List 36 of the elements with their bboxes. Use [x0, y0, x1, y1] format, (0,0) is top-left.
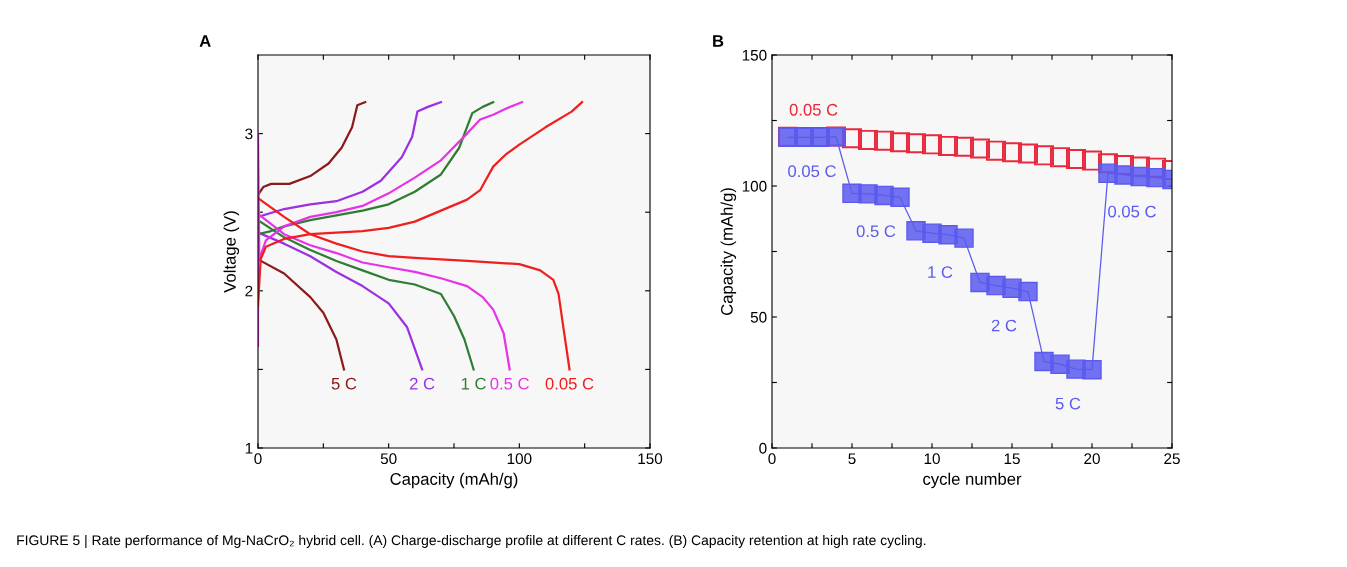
- series-label: 0.05 C: [545, 377, 594, 390]
- y-tick-label: 1: [245, 443, 253, 454]
- series-label: 0.5 C: [490, 377, 529, 390]
- y-tick-label: 150: [742, 49, 767, 61]
- x-tick-label: 50: [380, 453, 397, 465]
- x-tick-label: 150: [638, 453, 663, 465]
- y-axis-title: Capacity (mAh/g): [720, 188, 737, 316]
- y-axis-title: Voltage (V): [223, 211, 240, 293]
- series-label: 2 C: [409, 377, 435, 390]
- series-label: 5 C: [331, 377, 357, 390]
- annotation: 0.05 C: [1108, 205, 1156, 218]
- x-tick-label: 5: [848, 453, 856, 465]
- x-tick-label: 15: [1004, 453, 1020, 465]
- series-label: 1 C: [461, 377, 486, 390]
- x-tick-label: 20: [1084, 453, 1100, 465]
- chart-title: A: [199, 35, 211, 47]
- y-tick-label: 50: [750, 311, 767, 323]
- x-tick-label: 25: [1164, 453, 1180, 465]
- annotation: 0.05 C: [788, 165, 836, 178]
- x-tick-label: 100: [507, 453, 532, 465]
- caption: FIGURE 5 | Rate performance of Mg-NaCrO₂ hybrid cell. (A) Charge-discharge profile at different C rates. (B) Capacity retention at high rate cycling.: [17, 534, 926, 548]
- x-tick-label: 10: [924, 453, 940, 465]
- x-tick-label: 0: [254, 453, 262, 465]
- x-axis-title: cycle number: [923, 472, 1022, 489]
- x-axis-title: Capacity (mAh/g): [390, 472, 518, 489]
- y-tick-label: 100: [742, 180, 767, 192]
- y-tick-label: 3: [245, 128, 253, 140]
- y-tick-label: 0: [759, 442, 767, 454]
- annotation: 0.5 C: [856, 225, 896, 238]
- y-tick-label: 2: [245, 285, 253, 297]
- x-tick-label: 0: [768, 453, 776, 465]
- chart-title: B: [713, 35, 724, 47]
- annotation: 2 C: [991, 319, 1017, 332]
- annotation: 5 C: [1055, 397, 1081, 410]
- series-label: 0.05 C: [789, 103, 838, 116]
- annotation: 1 C: [928, 266, 953, 278]
